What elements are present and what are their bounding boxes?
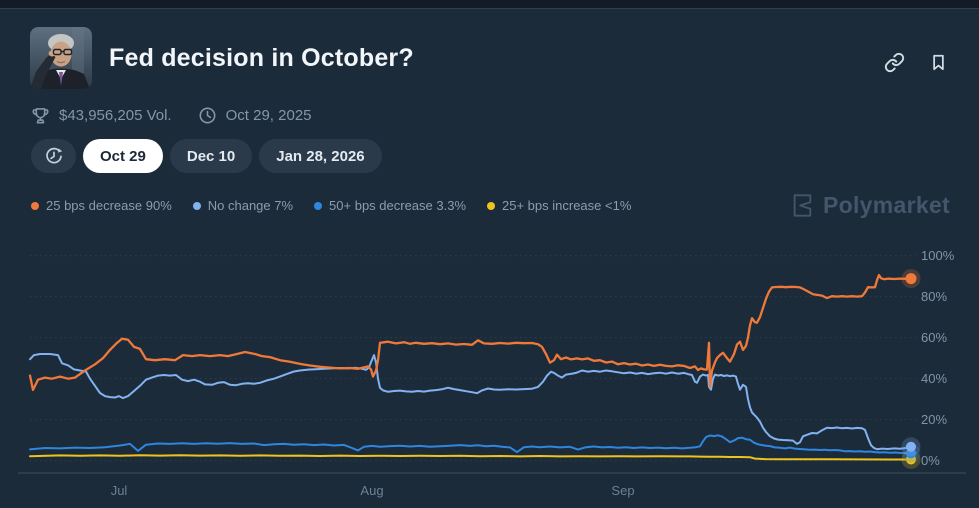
legend-item-no-change: No change 7% (192, 198, 294, 213)
legend-dot-icon (31, 201, 39, 210)
legend-label: No change 7% (207, 198, 294, 213)
polymarket-watermark: Polymarket (790, 192, 950, 219)
copy-link-button[interactable] (882, 50, 907, 78)
legend-item-25-bps-decrease: 25 bps decrease 90% (31, 198, 172, 213)
market-meta: $43,956,205 Vol. Oct 29, 2025 (31, 106, 312, 125)
series-line-no-change (29, 353, 912, 451)
market-header: Fed decision in October? (30, 27, 414, 89)
legend-label: 25+ bps increase <1% (502, 198, 632, 213)
legend-item-50-bps-decrease: 50+ bps decrease 3.3% (314, 198, 466, 213)
history-clock-icon (44, 146, 64, 166)
endpoint-dot-no-change (906, 441, 916, 452)
y-axis-tick-label: 40% (921, 371, 947, 386)
page-title: Fed decision in October? (109, 43, 414, 72)
y-axis-tick-label: 60% (921, 330, 947, 345)
bookmark-button[interactable] (927, 50, 950, 78)
endpoint-dot-25-bps-decrease (905, 273, 917, 285)
watermark-text: Polymarket (822, 192, 950, 218)
legend-dot-icon (487, 201, 496, 210)
history-button[interactable] (31, 139, 76, 173)
clock-icon (198, 106, 217, 125)
legend-item-25-bps-increase: 25+ bps increase <1% (487, 198, 631, 213)
legend-row: 25 bps decrease 90% No change 7% 50+ bps d… (31, 198, 951, 213)
header-actions (882, 50, 950, 78)
link-icon (884, 52, 905, 76)
outcome-date-tabs: Oct 29 Dec 10 Jan 28, 2026 (31, 139, 382, 173)
top-divider (0, 0, 979, 9)
y-axis-tick-label: 100% (921, 248, 955, 263)
tab-jan-28-2026[interactable]: Jan 28, 2026 (259, 139, 382, 173)
tab-oct-29[interactable]: Oct 29 (83, 139, 163, 173)
market-avatar (30, 27, 92, 89)
legend-dot-icon (192, 201, 201, 210)
bookmark-icon (929, 52, 948, 76)
y-axis-tick-label: 0% (921, 453, 940, 468)
series-line-25-bps-decrease (28, 273, 913, 392)
series-line-25-bps-increase (29, 454, 912, 461)
trophy-icon (31, 106, 50, 125)
x-axis-month-label: Aug (360, 483, 383, 498)
chart-legend: 25 bps decrease 90% No change 7% 50+ bps d… (31, 198, 631, 213)
end-date-label: Oct 29, 2025 (225, 107, 312, 124)
y-axis-tick-label: 80% (921, 289, 947, 304)
volume-label: $43,956,205 Vol. (59, 107, 172, 124)
legend-dot-icon (314, 201, 323, 210)
tab-dec-10[interactable]: Dec 10 (169, 139, 253, 173)
polymarket-logo-icon (790, 192, 814, 219)
x-axis-month-label: Sep (611, 483, 634, 498)
legend-label: 25 bps decrease 90% (46, 198, 172, 213)
x-axis-month-label: Jul (111, 483, 128, 498)
legend-label: 50+ bps decrease 3.3% (329, 198, 467, 213)
y-axis-tick-label: 20% (921, 412, 947, 427)
series-line-50-bps-decrease (29, 434, 912, 455)
